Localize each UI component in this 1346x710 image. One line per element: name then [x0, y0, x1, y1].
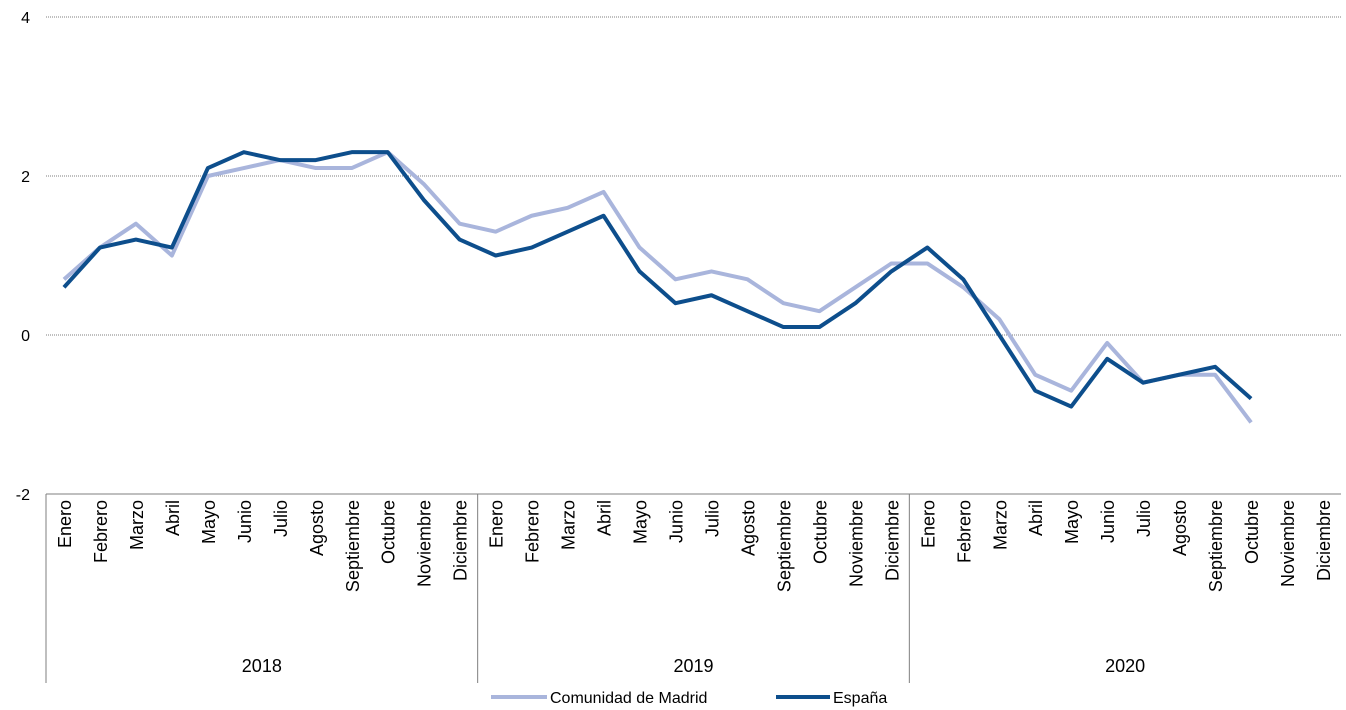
x-tick-label: Junio — [667, 500, 687, 543]
x-tick-label: Agosto — [1170, 500, 1190, 556]
x-tick-label: Marzo — [127, 500, 147, 550]
x-tick-label: Junio — [1098, 500, 1118, 543]
x-tick-label: Noviembre — [846, 500, 866, 587]
x-tick-label: Diciembre — [882, 500, 902, 581]
x-tick-label: Julio — [702, 500, 722, 537]
x-tick-label: Diciembre — [451, 500, 471, 581]
x-tick-label: Mayo — [631, 500, 651, 544]
x-tick-label: Septiembre — [1206, 500, 1226, 592]
x-tick-label: Abril — [163, 500, 183, 536]
year-label: 2018 — [242, 656, 282, 676]
x-tick-label: Octubre — [810, 500, 830, 564]
y-axis: -2 0 2 4 — [16, 10, 30, 504]
year-label: 2019 — [673, 656, 713, 676]
x-tick-label: Febrero — [523, 500, 543, 563]
x-tick-label: Noviembre — [415, 500, 435, 587]
y-tick-label: 4 — [21, 10, 30, 27]
x-tick-label: Febrero — [91, 500, 111, 563]
x-tick-label: Septiembre — [774, 500, 794, 592]
x-tick-label: Julio — [1134, 500, 1154, 537]
x-tick-label: Enero — [55, 500, 75, 548]
series-line — [62, 150, 1253, 424]
x-tick-label: Marzo — [559, 500, 579, 550]
x-tick-label: Enero — [918, 500, 938, 548]
x-tick-label: Diciembre — [1314, 500, 1334, 581]
x-tick-label: Agosto — [307, 500, 327, 556]
x-tick-label: Abril — [1026, 500, 1046, 536]
x-tick-label: Mayo — [1062, 500, 1082, 544]
x-tick-label: Septiembre — [343, 500, 363, 592]
x-tick-label: Mayo — [199, 500, 219, 544]
y-tick-label: 0 — [21, 328, 30, 345]
x-tick-label: Enero — [487, 500, 507, 548]
x-tick-label: Junio — [235, 500, 255, 543]
x-tick-label: Octubre — [379, 500, 399, 564]
x-axis: Enero Febrero Marzo Abril Mayo Junio Julio Agos… — [45, 493, 1341, 683]
legend: Comunidad de Madrid España — [491, 690, 887, 707]
series-line — [62, 150, 1253, 409]
x-tick-label: Febrero — [954, 500, 974, 563]
y-tick-label: 2 — [21, 169, 30, 186]
x-tick-label: Julio — [271, 500, 291, 537]
gridlines — [46, 16, 1341, 336]
year-label: 2020 — [1105, 656, 1145, 676]
x-tick-label: Noviembre — [1278, 500, 1298, 587]
series-lines — [62, 150, 1253, 424]
legend-label: España — [833, 690, 887, 707]
x-tick-label: Octubre — [1242, 500, 1262, 564]
legend-label: Comunidad de Madrid — [550, 690, 707, 707]
x-tick-label: Marzo — [990, 500, 1010, 550]
x-tick-label: Abril — [595, 500, 615, 536]
x-tick-label: Agosto — [738, 500, 758, 556]
y-tick-label: -2 — [16, 487, 30, 504]
